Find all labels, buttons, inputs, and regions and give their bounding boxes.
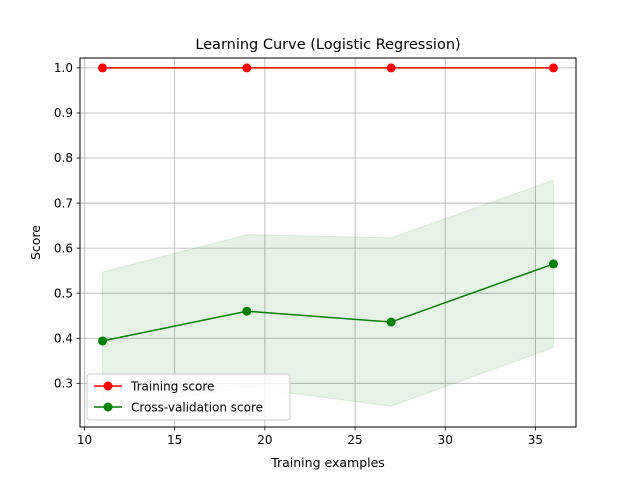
legend-label: Cross-validation score [131, 401, 263, 415]
y-tick-label: 0.9 [54, 106, 73, 120]
y-tick-label: 0.8 [54, 151, 73, 165]
legend-label: Training score [130, 380, 214, 394]
x-tick-label: 30 [438, 433, 453, 447]
data-point [242, 306, 252, 316]
y-tick-label: 0.6 [54, 241, 73, 255]
legend-box [86, 373, 291, 421]
data-point [548, 259, 558, 269]
y-tick-label: 0.5 [54, 286, 73, 300]
series-markers [98, 63, 558, 346]
chart-title: Learning Curve (Logistic Regression) [195, 37, 460, 53]
series-line-1 [102, 263, 554, 342]
data-point [242, 63, 252, 73]
legend: Training score Cross-validation score [86, 373, 291, 421]
data-point [98, 63, 108, 73]
x-tick-label: 10 [77, 433, 92, 447]
data-point [548, 63, 558, 73]
x-tick-label: 35 [528, 433, 543, 447]
x-tick-label: 15 [167, 433, 182, 447]
y-tick-label: 0.3 [54, 376, 73, 390]
series-lines [102, 67, 554, 342]
x-axis-label: Training examples [270, 455, 385, 470]
legend-marker [103, 402, 113, 412]
y-tick-label: 0.4 [54, 331, 73, 345]
legend-marker [103, 381, 113, 391]
data-point [98, 336, 108, 346]
plot-frame [79, 57, 577, 428]
x-tick-label: 20 [257, 433, 272, 447]
x-tick-label: 25 [347, 433, 362, 447]
y-axis-label: Score [28, 225, 43, 260]
y-tick-label: 1.0 [54, 61, 73, 75]
axis-ticks: 10 15 20 25 30 35 0.3 0.4 0.5 0.6 0.7 0.8 0.9 1.0 [54, 61, 543, 447]
data-point [386, 63, 396, 73]
data-point [386, 317, 396, 327]
y-tick-label: 0.7 [54, 196, 73, 210]
